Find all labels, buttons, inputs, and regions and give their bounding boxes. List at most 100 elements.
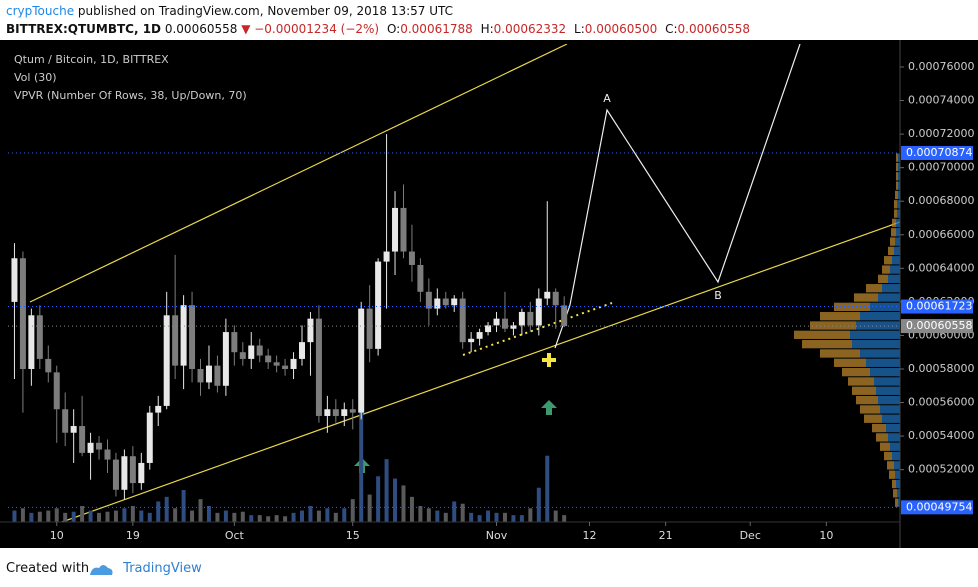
candle-body <box>552 291 559 306</box>
y-tick-label: 0.00076000 <box>908 60 974 73</box>
vpvr-up <box>898 172 900 181</box>
vpvr-up <box>850 330 900 339</box>
trend-line <box>29 44 568 303</box>
volume-bar <box>240 511 245 522</box>
candle-body <box>112 459 119 490</box>
vpvr-up <box>897 209 900 218</box>
vpvr-down <box>896 162 898 172</box>
vpvr-down <box>860 405 880 414</box>
vpvr-up <box>898 181 900 190</box>
candle-body <box>19 258 26 369</box>
vpvr-down <box>896 172 898 181</box>
brand-logo <box>90 565 113 575</box>
candle-body <box>239 352 246 359</box>
candle-body <box>256 345 263 356</box>
vpvr-down <box>892 218 896 228</box>
vpvr-down <box>887 461 894 470</box>
vpvr-down <box>878 274 888 284</box>
vpvr-up <box>860 312 900 321</box>
y-tick-label: 0.00056000 <box>908 396 974 409</box>
publish-line: crypTouche published on TradingView.com,… <box>6 2 750 20</box>
volume-bar <box>494 512 499 522</box>
ohlc-value: 0.00061788 <box>400 22 473 36</box>
candle-body <box>265 355 272 363</box>
vpvr-up <box>890 442 900 451</box>
vpvr-down <box>820 349 860 358</box>
volume-bar <box>316 510 321 522</box>
vpvr-up <box>897 200 900 209</box>
volume-bar <box>249 515 254 522</box>
author[interactable]: crypTouche <box>6 4 75 18</box>
vpvr-up <box>882 284 900 293</box>
volume-bar <box>12 510 17 522</box>
candle-body <box>248 345 255 359</box>
volume-bar <box>80 506 85 522</box>
x-tick-label: Nov <box>486 529 508 542</box>
volume-bar <box>173 508 178 522</box>
price-label: 0.00070874 <box>906 146 972 159</box>
volume-bar <box>215 512 220 522</box>
vpvr-down <box>884 451 892 461</box>
x-tick-label: 19 <box>126 529 140 542</box>
candle-body <box>231 332 238 353</box>
volume-bar <box>426 508 431 522</box>
vpvr-up <box>894 461 900 470</box>
candle-body <box>408 251 415 265</box>
candle-body <box>349 409 356 413</box>
candle-body <box>214 365 221 386</box>
candle-body <box>222 332 229 386</box>
price-label-box <box>901 319 973 334</box>
volume-bar <box>274 515 279 522</box>
volume-bar <box>198 499 203 522</box>
volume-bar <box>393 478 398 522</box>
symbol: BITTREX:QTUMBTC, 1D <box>6 22 162 36</box>
ohlc-key: L: <box>574 22 585 36</box>
price-label: 0.00060558 <box>906 319 972 332</box>
vpvr-up <box>890 265 900 274</box>
y-tick-label: 0.00074000 <box>908 94 974 107</box>
volume-bar <box>113 510 118 522</box>
vpvr-down <box>876 433 888 442</box>
volume-bar <box>122 508 127 522</box>
volume-bar <box>333 512 338 522</box>
x-tick-label: 21 <box>659 529 673 542</box>
legend-entry: VPVR (Number Of Rows, 38, Up/Down, 70) <box>14 89 247 102</box>
volume-bar <box>88 510 93 522</box>
volume-bar <box>553 510 558 522</box>
vpvr-up <box>860 349 900 358</box>
header: crypTouche published on TradingView.com,… <box>6 2 750 38</box>
candle-body <box>493 318 500 326</box>
up-arrow <box>541 400 557 415</box>
ohlc-key: H: <box>480 22 494 36</box>
volume-bar <box>97 512 102 522</box>
vpvr-up <box>888 274 900 284</box>
price-label-box <box>901 299 973 314</box>
candle-body <box>476 332 483 339</box>
vpvr-up <box>876 386 900 395</box>
volume-bar <box>376 476 381 522</box>
candle-body <box>104 449 111 460</box>
volume-bar <box>325 508 330 522</box>
candle-body <box>197 368 204 383</box>
candle-body <box>442 298 449 306</box>
candle-body <box>172 315 179 366</box>
candle-body <box>129 456 136 484</box>
volume-bar <box>46 510 51 522</box>
candle-body <box>180 305 187 366</box>
candle-body <box>425 291 432 309</box>
volume-bar <box>156 501 161 522</box>
candle-body <box>53 372 60 410</box>
price-label-box <box>901 145 973 160</box>
plot-area <box>11 44 900 522</box>
y-tick-label: 0.00064000 <box>908 261 974 274</box>
volume-bar <box>452 501 457 522</box>
candle-body <box>121 456 128 490</box>
volume-bar <box>401 485 406 522</box>
candle-body <box>299 342 305 359</box>
candle-body <box>434 298 441 309</box>
brand-link[interactable]: TradingView <box>123 561 202 576</box>
volume-bar <box>223 510 228 522</box>
annotation: A <box>603 92 611 105</box>
footer: Created with TradingView <box>6 561 202 576</box>
y-tick-label: 0.00054000 <box>908 429 974 442</box>
